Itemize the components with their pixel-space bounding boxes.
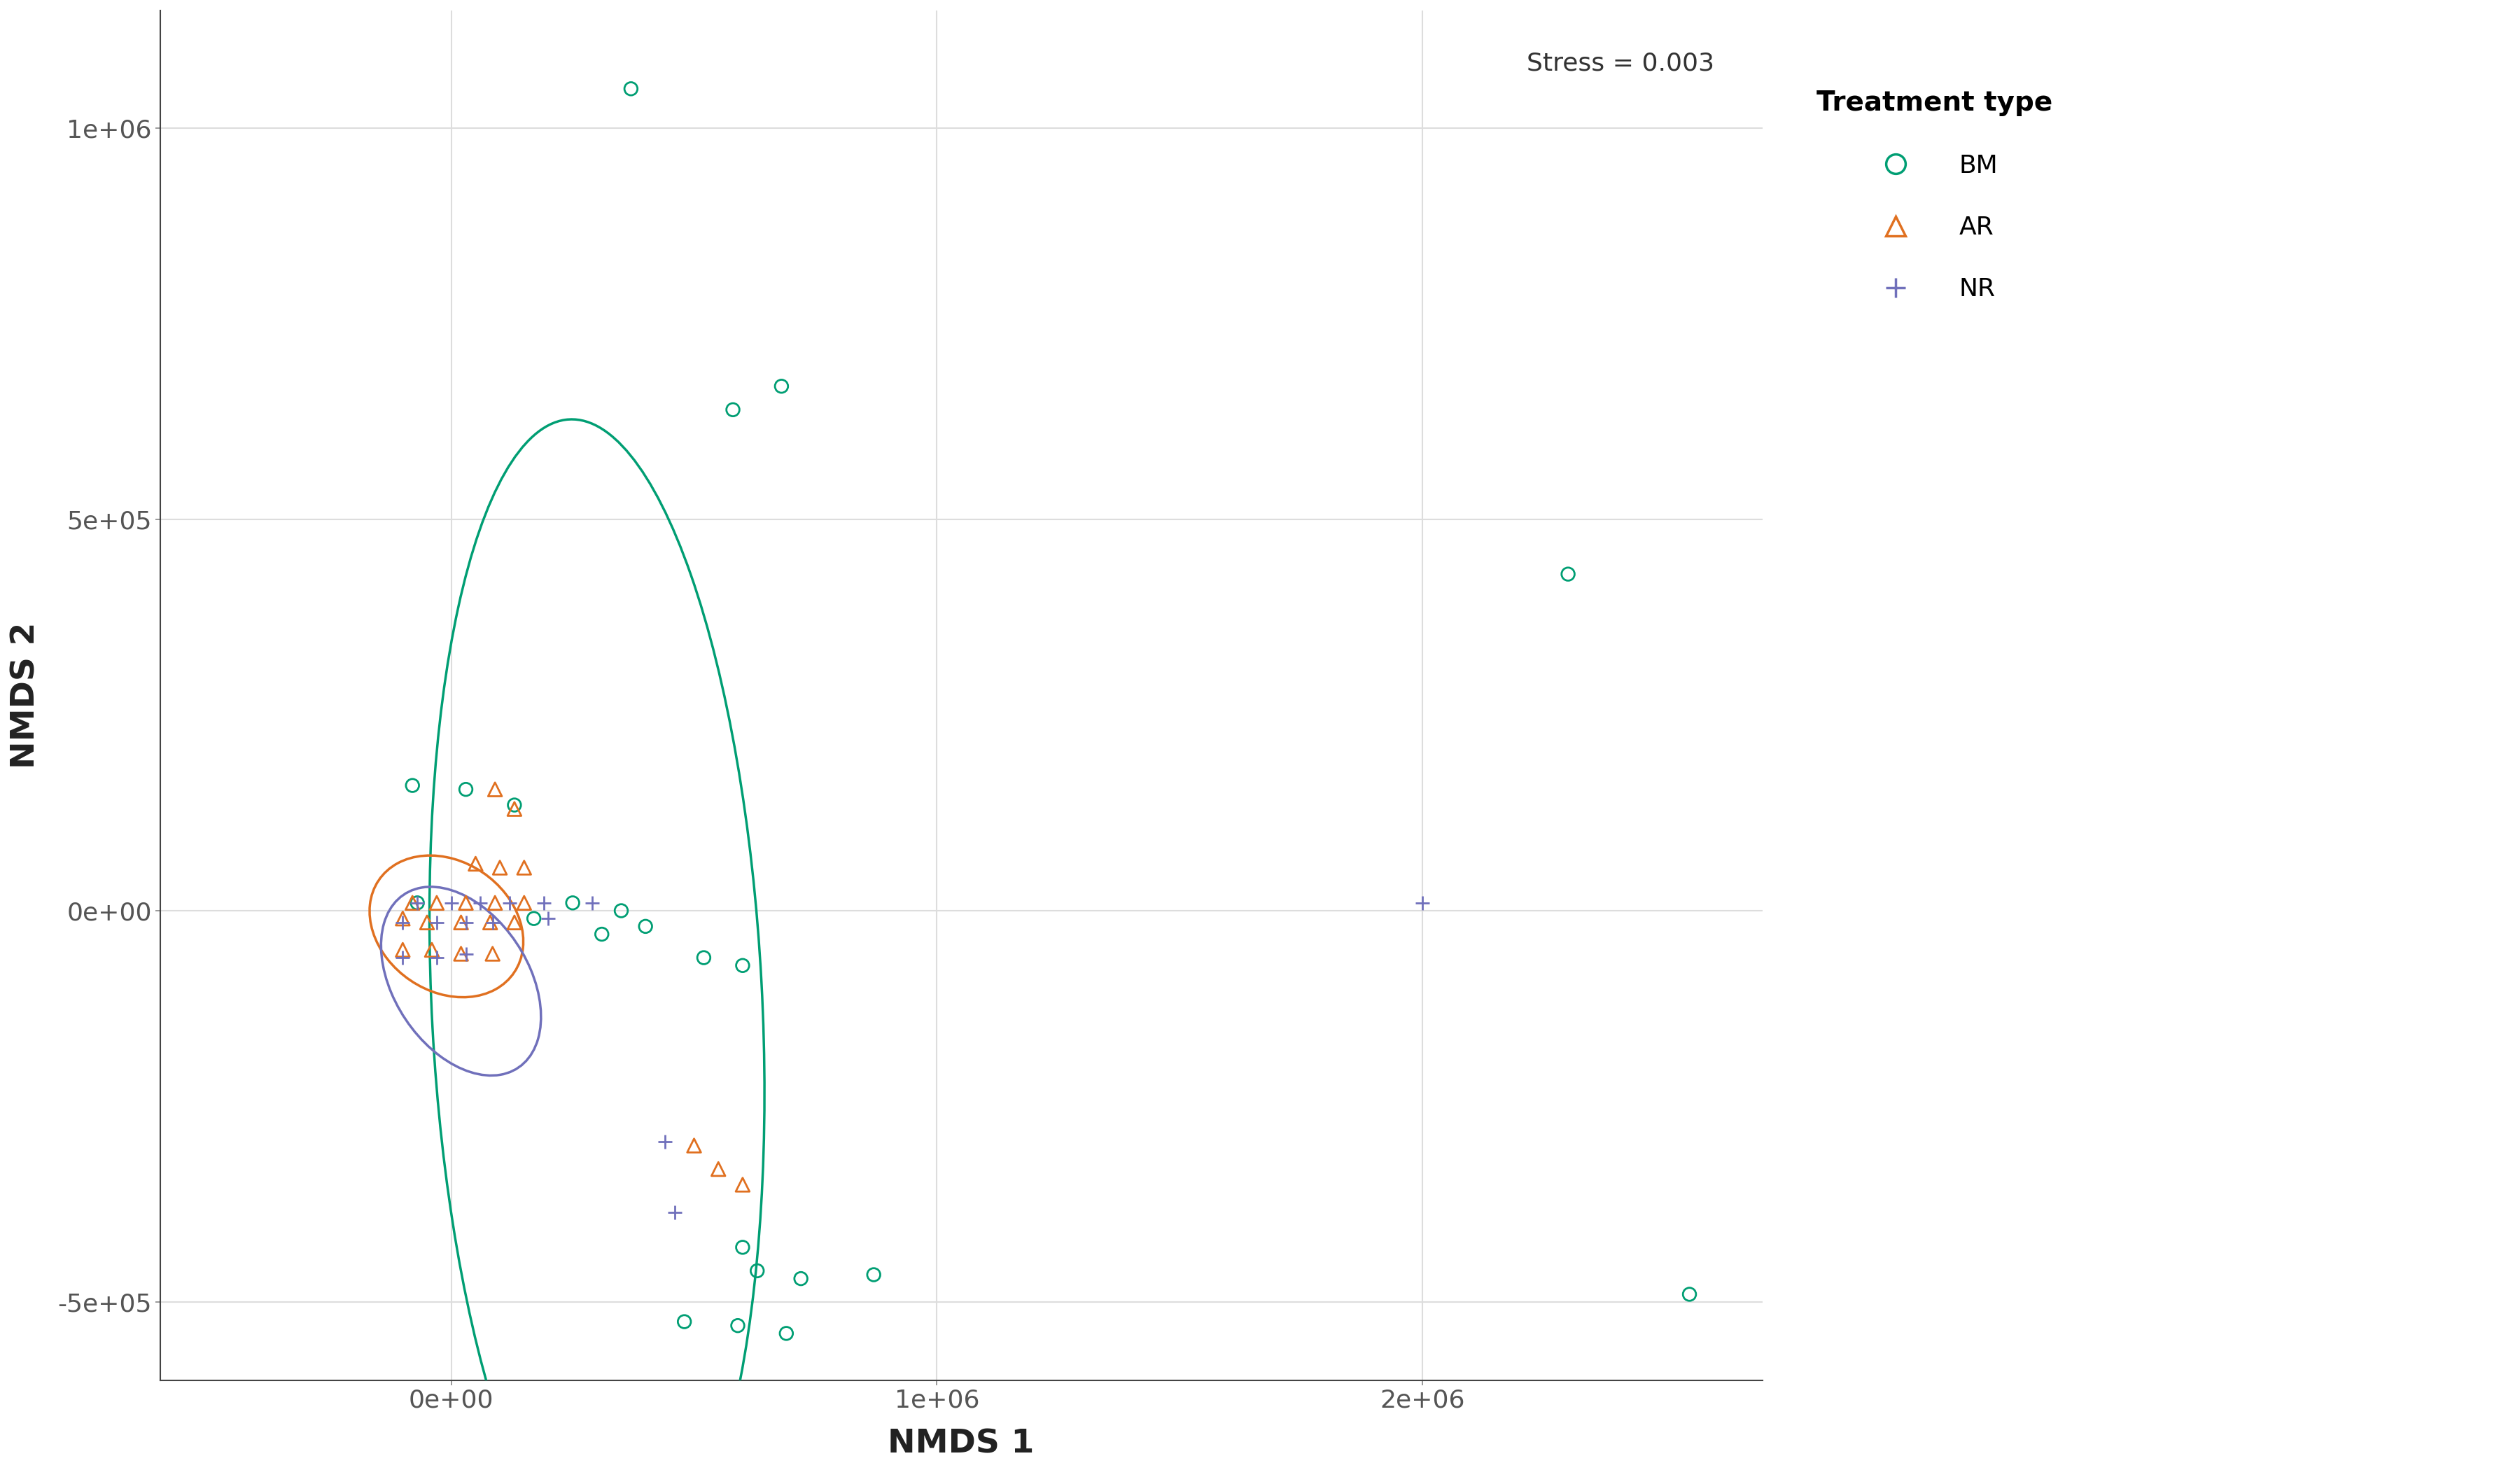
- Point: [471, 911, 512, 935]
- Point: [474, 891, 514, 914]
- Y-axis label: NMDS 2: NMDS 2: [10, 622, 43, 769]
- Point: [494, 794, 534, 817]
- Point: [504, 856, 544, 879]
- Point: [1547, 563, 1588, 587]
- Point: [471, 911, 512, 935]
- Point: [383, 911, 423, 935]
- Point: [514, 907, 554, 931]
- Point: [529, 907, 570, 931]
- Point: [441, 942, 481, 966]
- Point: [766, 1322, 806, 1345]
- Point: [416, 891, 456, 914]
- Point: [625, 914, 665, 938]
- Point: [446, 778, 486, 801]
- Point: [582, 923, 622, 947]
- Point: [723, 1236, 764, 1260]
- Point: [446, 942, 486, 966]
- Point: [479, 856, 519, 879]
- Point: [398, 891, 438, 914]
- Point: [665, 1310, 706, 1333]
- Point: [411, 938, 451, 961]
- Point: [781, 1267, 822, 1291]
- Point: [383, 945, 423, 969]
- Point: [673, 1133, 713, 1157]
- Point: [489, 891, 529, 914]
- Point: [761, 375, 801, 398]
- Point: [602, 900, 643, 923]
- Point: [723, 1173, 764, 1197]
- Point: [552, 891, 592, 914]
- Point: [393, 773, 433, 797]
- Point: [610, 76, 650, 100]
- Point: [524, 891, 564, 914]
- Legend: BM, AR, NR: BM, AR, NR: [1792, 65, 2076, 326]
- Point: [713, 398, 753, 422]
- Point: [1668, 1282, 1709, 1305]
- Point: [383, 938, 423, 961]
- Point: [1401, 891, 1441, 914]
- Point: [461, 891, 501, 914]
- Point: [723, 954, 764, 978]
- Point: [416, 945, 456, 969]
- Point: [383, 907, 423, 931]
- Point: [645, 1130, 685, 1154]
- Point: [406, 911, 446, 935]
- Point: [718, 1314, 759, 1338]
- Point: [446, 891, 486, 914]
- Point: [474, 778, 514, 801]
- Point: [736, 1258, 776, 1282]
- Point: [854, 1263, 895, 1286]
- Text: Stress = 0.003: Stress = 0.003: [1527, 51, 1714, 75]
- Point: [456, 853, 496, 876]
- Point: [416, 911, 456, 935]
- Point: [655, 1201, 696, 1225]
- Point: [446, 911, 486, 935]
- Point: [698, 1157, 738, 1180]
- Point: [683, 945, 723, 969]
- Point: [471, 942, 512, 966]
- Point: [398, 891, 438, 914]
- Point: [572, 891, 612, 914]
- Point: [494, 911, 534, 935]
- Point: [504, 891, 544, 914]
- Point: [441, 911, 481, 935]
- Point: [494, 797, 534, 820]
- X-axis label: NMDS 1: NMDS 1: [887, 1427, 1033, 1460]
- Point: [431, 891, 471, 914]
- Point: [393, 891, 433, 914]
